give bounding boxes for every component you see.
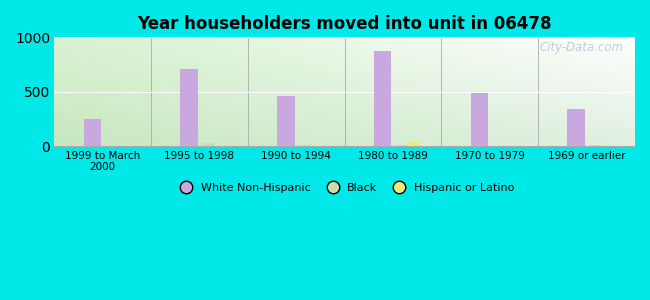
Title: Year householders moved into unit in 06478: Year householders moved into unit in 064…	[137, 15, 552, 33]
Bar	[471, 93, 488, 146]
Bar	[83, 119, 101, 146]
Text: City-Data.com: City-Data.com	[540, 40, 623, 54]
Bar	[408, 142, 420, 146]
Bar	[567, 109, 585, 146]
Bar	[396, 145, 408, 146]
Bar	[277, 96, 294, 146]
Bar	[589, 145, 601, 146]
Bar	[202, 143, 215, 146]
Legend: White Non-Hispanic, Black, Hispanic or Latino: White Non-Hispanic, Black, Hispanic or L…	[170, 179, 519, 198]
Bar	[299, 145, 311, 146]
Bar	[180, 69, 198, 146]
Bar	[214, 145, 226, 146]
Bar	[374, 51, 391, 146]
